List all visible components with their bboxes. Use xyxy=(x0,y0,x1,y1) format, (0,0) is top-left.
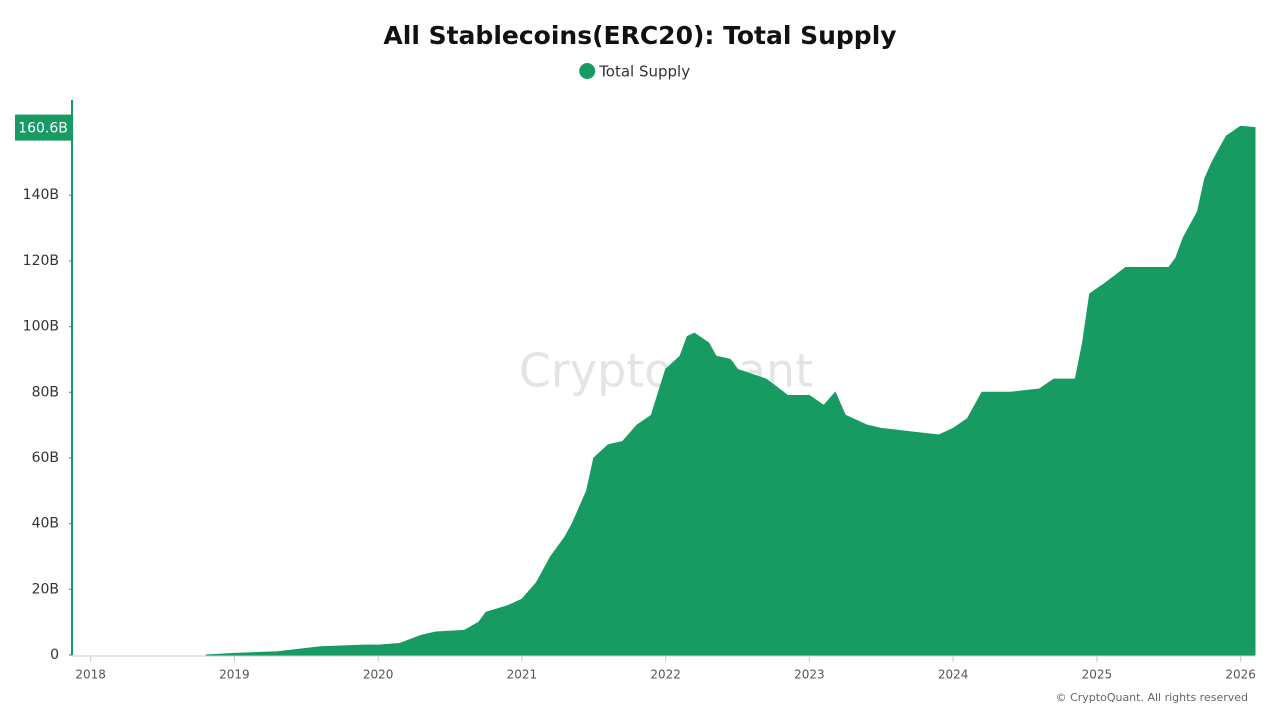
x-tick-label: 2022 xyxy=(650,668,681,682)
x-tick-label: 2020 xyxy=(363,668,394,682)
y-tick-label: 40B xyxy=(32,516,59,532)
x-tick-label: 2021 xyxy=(507,668,538,682)
x-tick-label: 2024 xyxy=(938,668,969,682)
x-tick-label: 2025 xyxy=(1082,668,1113,682)
legend-marker[interactable] xyxy=(579,63,596,79)
x-tick-label: 2026 xyxy=(1225,668,1256,682)
x-tick-label: 2023 xyxy=(794,668,825,682)
current-value-label: 160.6B xyxy=(18,121,68,137)
area xyxy=(205,125,1256,656)
y-tick-label: 100B xyxy=(23,319,59,335)
x-tick-label: 2019 xyxy=(219,668,250,682)
x-tick-label: 2018 xyxy=(75,668,106,682)
y-tick-label: 120B xyxy=(23,253,59,269)
footer: © CryptoQuant. All rights reserved xyxy=(1056,691,1248,704)
chart-title: All Stablecoins(ERC20): Total Supply xyxy=(383,21,896,50)
y-tick-label: 140B xyxy=(23,187,59,203)
y-tick-label: 60B xyxy=(32,450,59,466)
y-tick-label: 0 xyxy=(50,647,59,663)
legend-label[interactable]: Total Supply xyxy=(598,63,690,81)
current-value-badge xyxy=(15,114,72,141)
y-tick-label: 20B xyxy=(32,581,59,597)
y-tick-label: 80B xyxy=(32,384,59,400)
